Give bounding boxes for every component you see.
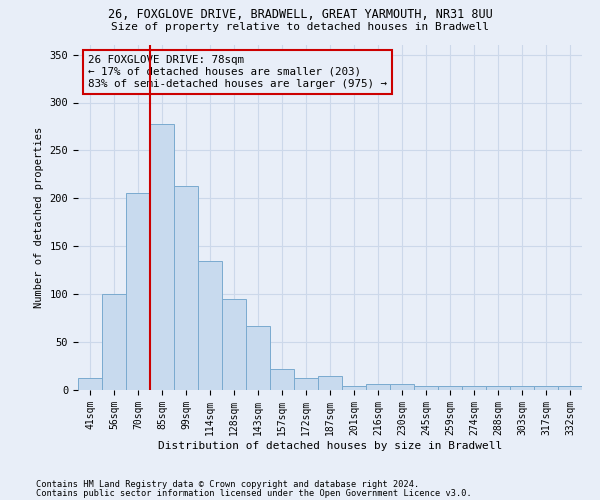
- Bar: [246, 326, 270, 390]
- Bar: [222, 299, 246, 390]
- Bar: [438, 386, 462, 390]
- Text: Contains HM Land Registry data © Crown copyright and database right 2024.: Contains HM Land Registry data © Crown c…: [36, 480, 419, 489]
- Bar: [198, 260, 222, 390]
- Bar: [174, 186, 198, 390]
- Bar: [270, 369, 294, 390]
- Bar: [486, 386, 510, 390]
- Bar: [390, 384, 414, 390]
- Bar: [102, 294, 126, 390]
- Bar: [342, 386, 366, 390]
- Bar: [318, 376, 342, 390]
- Text: 26 FOXGLOVE DRIVE: 78sqm
← 17% of detached houses are smaller (203)
83% of semi-: 26 FOXGLOVE DRIVE: 78sqm ← 17% of detach…: [88, 56, 387, 88]
- Bar: [462, 386, 486, 390]
- Bar: [78, 378, 102, 390]
- Bar: [558, 386, 582, 390]
- Bar: [150, 124, 174, 390]
- Bar: [534, 386, 558, 390]
- Bar: [126, 192, 150, 390]
- Text: Size of property relative to detached houses in Bradwell: Size of property relative to detached ho…: [111, 22, 489, 32]
- Bar: [414, 386, 438, 390]
- Y-axis label: Number of detached properties: Number of detached properties: [34, 127, 44, 308]
- Bar: [294, 378, 318, 390]
- X-axis label: Distribution of detached houses by size in Bradwell: Distribution of detached houses by size …: [158, 440, 502, 450]
- Bar: [366, 384, 390, 390]
- Text: Contains public sector information licensed under the Open Government Licence v3: Contains public sector information licen…: [36, 489, 472, 498]
- Bar: [510, 386, 534, 390]
- Text: 26, FOXGLOVE DRIVE, BRADWELL, GREAT YARMOUTH, NR31 8UU: 26, FOXGLOVE DRIVE, BRADWELL, GREAT YARM…: [107, 8, 493, 20]
